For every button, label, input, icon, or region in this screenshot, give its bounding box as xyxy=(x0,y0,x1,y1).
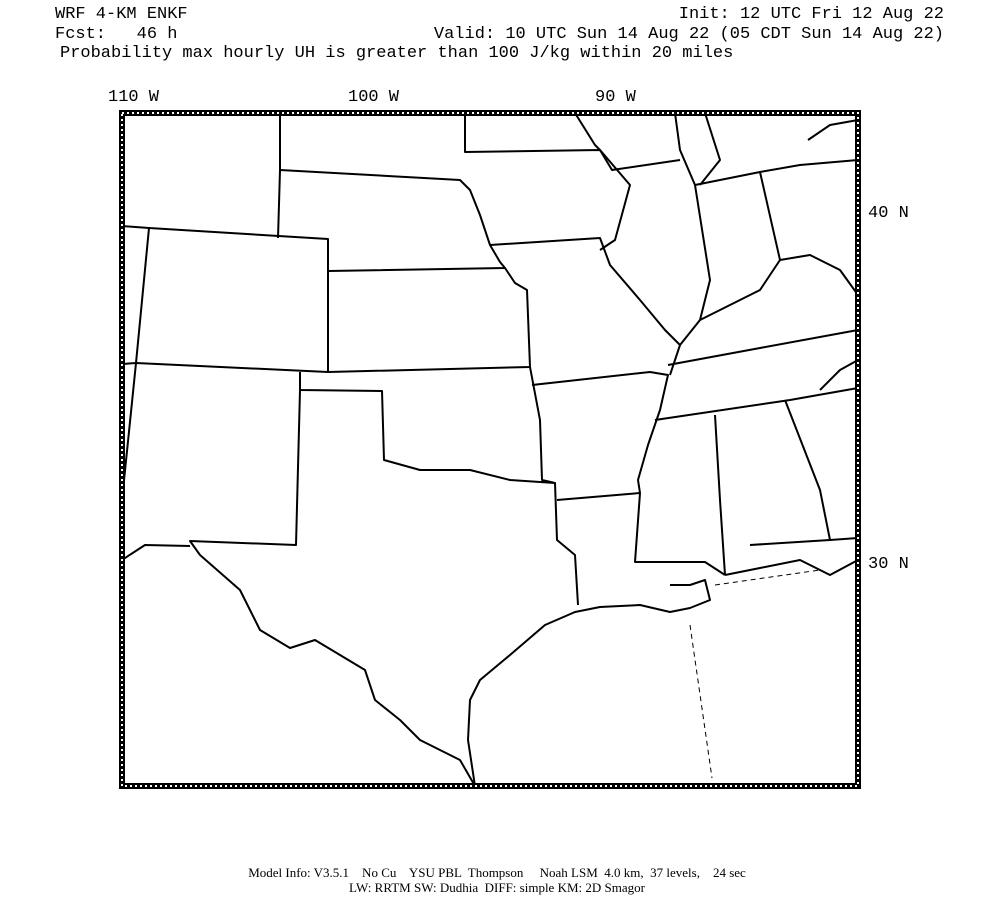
latitude-label: 30 N xyxy=(868,555,909,574)
map-frame xyxy=(119,110,861,789)
model-name: WRF 4-KM ENKF xyxy=(55,5,188,24)
latitude-label: 40 N xyxy=(868,204,909,223)
longitude-label: 110 W xyxy=(108,88,160,107)
field-description: Probability max hourly UH is greater tha… xyxy=(60,44,733,63)
footer-line: Model Info: V3.5.1 No Cu YSU PBL Thompso… xyxy=(248,865,746,880)
longitude-label: 100 W xyxy=(348,88,400,107)
longitude-label: 90 W xyxy=(595,88,637,107)
footer-line: LW: RRTM SW: Dudhia DIFF: simple KM: 2D … xyxy=(349,880,646,895)
state-borders xyxy=(121,112,859,787)
init-time: Init: 12 UTC Fri 12 Aug 22 xyxy=(679,5,944,24)
valid-time: Valid: 10 UTC Sun 14 Aug 22 (05 CDT Sun … xyxy=(434,25,944,44)
dashed-lines xyxy=(689,569,821,779)
forecast-hour: Fcst: 46 h xyxy=(55,25,177,44)
